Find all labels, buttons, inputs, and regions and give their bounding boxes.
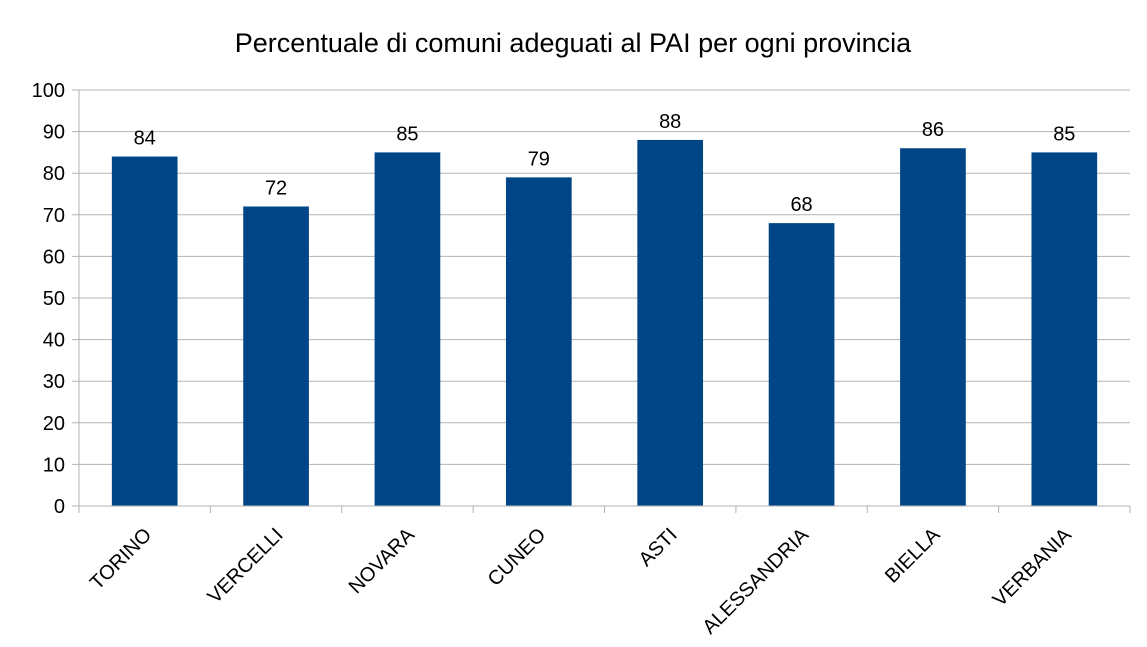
data-label: 85 xyxy=(396,123,418,145)
y-tick-label: 60 xyxy=(43,246,65,268)
bar xyxy=(637,139,704,507)
bar xyxy=(1031,152,1098,506)
bars xyxy=(111,139,1098,507)
y-tick-label: 90 xyxy=(43,122,65,144)
bar xyxy=(243,206,309,507)
y-axis-tick-labels: 0 10 20 30 40 50 60 70 80 90 100 xyxy=(32,80,65,518)
y-tick-label: 0 xyxy=(54,496,65,518)
data-label: 84 xyxy=(134,128,156,150)
bar xyxy=(111,156,178,506)
data-label: 88 xyxy=(659,111,681,133)
x-category-label: BIELLA xyxy=(881,524,945,588)
y-tick-label: 70 xyxy=(43,205,65,227)
gridlines xyxy=(72,89,1130,507)
y-tick-label: 40 xyxy=(43,330,65,352)
y-tick-label: 80 xyxy=(43,163,65,185)
x-axis xyxy=(72,90,1131,513)
x-category-label: CUNEO xyxy=(484,524,551,591)
data-label: 86 xyxy=(922,119,944,141)
y-tick-label: 30 xyxy=(43,371,65,393)
data-label: 79 xyxy=(528,148,550,170)
y-tick-label: 20 xyxy=(43,413,65,435)
x-axis-category-labels: TORINO VERCELLI NOVARA CUNEO ASTI ALESSANDRIA… xyxy=(86,524,1076,639)
bar xyxy=(900,148,966,507)
x-category-label: NOVARA xyxy=(345,524,420,599)
x-category-label: ASTI xyxy=(635,524,682,571)
y-tick-label: 50 xyxy=(43,288,65,310)
x-category-label: TORINO xyxy=(86,524,156,594)
data-label: 68 xyxy=(790,194,812,216)
data-label: 72 xyxy=(265,177,287,199)
chart-title: Percentuale di comuni adeguati al PAI pe… xyxy=(235,28,912,58)
y-tick-label: 100 xyxy=(32,80,65,102)
y-tick-label: 10 xyxy=(43,454,65,476)
bar xyxy=(505,177,572,507)
x-category-label: ALESSANDRIA xyxy=(699,524,814,639)
data-labels: 84 72 85 79 88 68 86 85 xyxy=(134,111,1076,216)
bar xyxy=(768,223,835,506)
x-category-label: VERCELLI xyxy=(204,524,288,608)
bar xyxy=(374,152,441,506)
x-category-label: VERBANIA xyxy=(989,524,1077,612)
data-label: 85 xyxy=(1053,123,1075,145)
